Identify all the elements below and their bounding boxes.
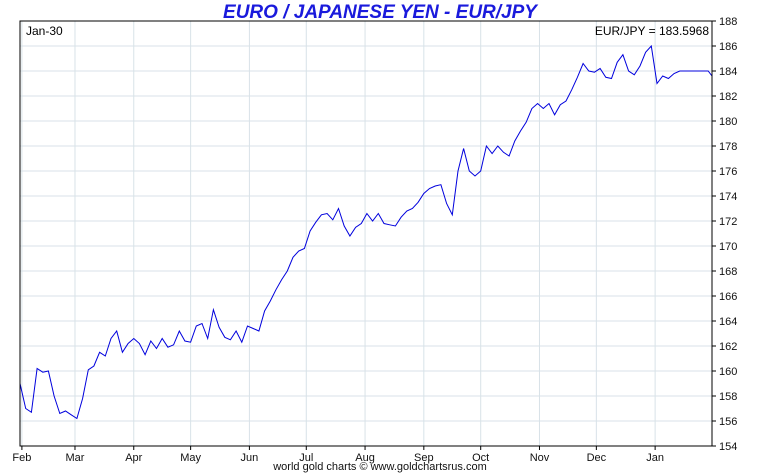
y-tick-label: 158 xyxy=(719,391,737,403)
x-tick-label: Mar xyxy=(66,452,85,464)
y-tick-label: 166 xyxy=(719,291,737,303)
y-tick-label: 186 xyxy=(719,41,737,53)
x-tick-label: Apr xyxy=(125,452,142,464)
y-tick-label: 156 xyxy=(719,416,737,428)
x-tick-label: Sep xyxy=(414,452,434,464)
x-axis-labels: Feb Mar Apr May Jun Jul Aug Sep Oct Nov Dec Jan xyxy=(12,452,664,464)
y-tick-label: 178 xyxy=(719,141,737,153)
x-tick-label: Jan xyxy=(646,452,664,464)
y-axis-labels: 154 156 158 160 162 164 166 168 170 172 174 176 178 1… xyxy=(719,16,737,453)
date-label: Jan-30 xyxy=(26,24,63,38)
x-tick-label: Dec xyxy=(587,452,607,464)
grid-lines xyxy=(20,21,712,446)
x-tick-label: Aug xyxy=(355,452,375,464)
plot-frame xyxy=(19,20,713,447)
x-tick-label: Jun xyxy=(241,452,259,464)
y-tick-label: 154 xyxy=(719,441,737,453)
y-tick-label: 170 xyxy=(719,241,737,253)
y-tick-label: 176 xyxy=(719,166,737,178)
axis-ticks xyxy=(21,20,716,450)
y-tick-label: 160 xyxy=(719,366,737,378)
y-tick-label: 162 xyxy=(719,341,737,353)
x-tick-label: Feb xyxy=(12,452,31,464)
x-tick-label: Nov xyxy=(530,452,550,464)
footer-credit: world gold charts © www.goldchartsrus.co… xyxy=(273,461,487,473)
x-tick-label: Jul xyxy=(299,452,313,464)
y-tick-label: 182 xyxy=(719,91,737,103)
y-tick-label: 174 xyxy=(719,191,737,203)
value-label: EUR/JPY = 183.5968 xyxy=(595,24,710,38)
chart-title: EURO / JAPANESE YEN - EUR/JPY xyxy=(223,2,537,23)
y-tick-label: 188 xyxy=(719,16,737,28)
series-line-eur-jpy xyxy=(19,44,713,420)
y-tick-label: 168 xyxy=(719,266,737,278)
y-tick-label: 164 xyxy=(719,316,737,328)
y-tick-label: 172 xyxy=(719,216,737,228)
y-tick-label: 180 xyxy=(719,116,737,128)
x-tick-label: Oct xyxy=(472,452,489,464)
x-tick-label: May xyxy=(180,452,201,464)
y-tick-label: 184 xyxy=(719,66,737,78)
